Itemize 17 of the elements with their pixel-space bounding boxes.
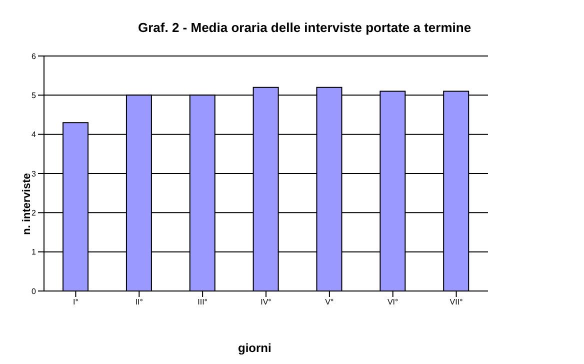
y-tick-label: 0 [32, 286, 37, 296]
y-tick-label: 1 [32, 248, 37, 257]
x-tick-label: V° [325, 298, 334, 307]
y-tick-label: 2 [32, 208, 37, 218]
x-tick-label: IV° [260, 298, 272, 307]
x-tick-label: VI° [387, 298, 398, 307]
x-axis-title: giorni [238, 341, 272, 355]
y-tick-label: 3 [32, 169, 37, 178]
x-tick-label: III° [198, 298, 208, 307]
y-tick-label: 6 [32, 52, 37, 61]
chart-title: Graf. 2 - Media oraria delle interviste portate a termine [138, 20, 472, 35]
x-tick-label: II° [135, 298, 143, 307]
y-axis-title: n. interviste [20, 173, 33, 235]
y-tick-label: 4 [32, 130, 37, 140]
y-tick-label: 5 [32, 91, 37, 100]
x-tick-label: I° [73, 298, 78, 307]
x-tick-label: VII° [450, 298, 463, 307]
